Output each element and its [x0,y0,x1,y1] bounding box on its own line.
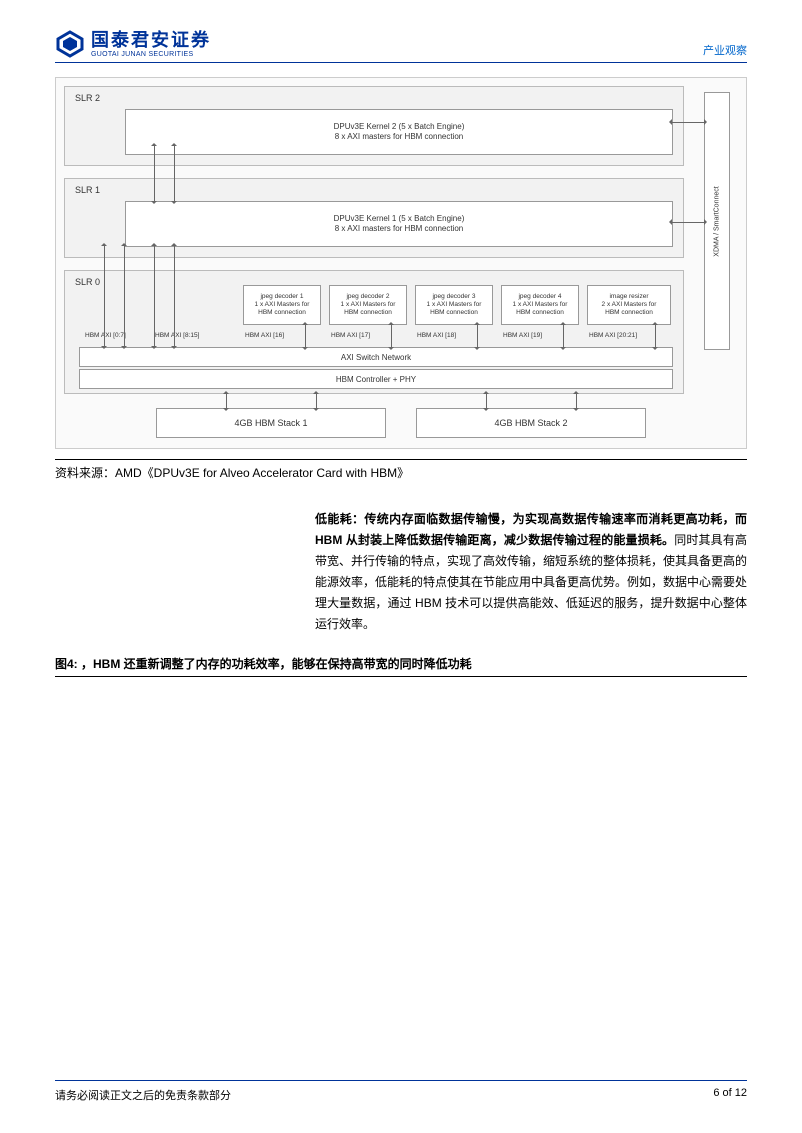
source-prefix: 资料来源： [55,466,115,480]
jpeg-decoder-3: jpeg decoder 3 1 x AXI Masters for HBM c… [415,285,493,325]
slr1-kernel-line2: 8 x AXI masters for HBM connection [126,224,672,234]
page-header: 国泰君安证券 GUOTAI JUNAN SECURITIES 产业观察 [55,30,747,63]
jpeg-decoder-2: jpeg decoder 2 1 x AXI Masters for HBM c… [329,285,407,325]
slr0-block: SLR 0 jpeg decoder 1 1 x AXI Masters for… [64,270,684,394]
slr1-label: SLR 1 [75,185,100,195]
slr2-kernel-line1: DPUv3E Kernel 2 (5 x Batch Engine) [126,122,672,132]
architecture-diagram: SLR 2 DPUv3E Kernel 2 (5 x Batch Engine)… [55,77,747,449]
hbm-axi-18: HBM AXI [18] [417,332,456,339]
xdma-label: XDMA / SmartConnect [714,186,721,256]
axi-switch: AXI Switch Network [79,347,673,367]
jpeg-decoder-1: jpeg decoder 1 1 x AXI Masters for HBM c… [243,285,321,325]
header-category: 产业观察 [703,42,747,58]
slr1-kernel: DPUv3E Kernel 1 (5 x Batch Engine) 8 x A… [125,201,673,247]
page-footer: 请务必阅读正文之后的免责条款部分 6 of 12 [55,1080,747,1103]
hbm-axi-17: HBM AXI [17] [331,332,370,339]
hbm-axi-815: HBM AXI [8:15] [155,332,199,339]
image-resizer: image resizer 2 x AXI Masters for HBM co… [587,285,671,325]
hbm-stack-1: 4GB HBM Stack 1 [156,408,386,438]
logo-text-cn: 国泰君安证券 [91,31,211,49]
hbm-axi-16: HBM AXI [16] [245,332,284,339]
slr0-label: SLR 0 [75,277,100,287]
footer-page-number: 6 of 12 [713,1087,747,1103]
body-paragraph: 低能耗：传统内存面临数据传输慢，为实现高数据传输速率而消耗更高功耗，而 HBM … [315,509,747,635]
hbm-controller: HBM Controller + PHY [79,369,673,389]
logo-text-en: GUOTAI JUNAN SECURITIES [91,51,211,58]
slr2-block: SLR 2 DPUv3E Kernel 2 (5 x Batch Engine)… [64,86,684,166]
source-line: 资料来源：AMD《DPUv3E for Alveo Accelerator Ca… [55,459,747,481]
logo: 国泰君安证券 GUOTAI JUNAN SECURITIES [55,30,211,58]
slr1-kernel-line1: DPUv3E Kernel 1 (5 x Batch Engine) [126,214,672,224]
slr2-kernel-line2: 8 x AXI masters for HBM connection [126,132,672,142]
hbm-axi-2021: HBM AXI [20:21] [589,332,637,339]
slr2-label: SLR 2 [75,93,100,103]
source-text: AMD《DPUv3E for Alveo Accelerator Card wi… [115,466,409,480]
figure4-caption: 图4: ，HBM 还重新调整了内存的功耗效率，能够在保持高带宽的同时降低功耗 [55,655,747,677]
xdma-block: XDMA / SmartConnect [704,92,730,350]
para-rest: 同时其具有高带宽、并行传输的特点，实现了高效传输，缩短系统的整体损耗，使其具备更… [315,533,747,631]
slr1-block: SLR 1 DPUv3E Kernel 1 (5 x Batch Engine)… [64,178,684,258]
hbm-axi-19: HBM AXI [19] [503,332,542,339]
hbm-stack-2: 4GB HBM Stack 2 [416,408,646,438]
hbm-axi-07: HBM AXI [0:7] [85,332,126,339]
logo-icon [55,30,85,58]
jpeg-decoder-4: jpeg decoder 4 1 x AXI Masters for HBM c… [501,285,579,325]
footer-disclaimer: 请务必阅读正文之后的免责条款部分 [55,1087,231,1103]
slr2-kernel: DPUv3E Kernel 2 (5 x Batch Engine) 8 x A… [125,109,673,155]
figure4-title: HBM 还重新调整了内存的功耗效率，能够在保持高带宽的同时降低功耗 [93,657,472,671]
figure4-prefix: 图4: ， [55,657,93,671]
